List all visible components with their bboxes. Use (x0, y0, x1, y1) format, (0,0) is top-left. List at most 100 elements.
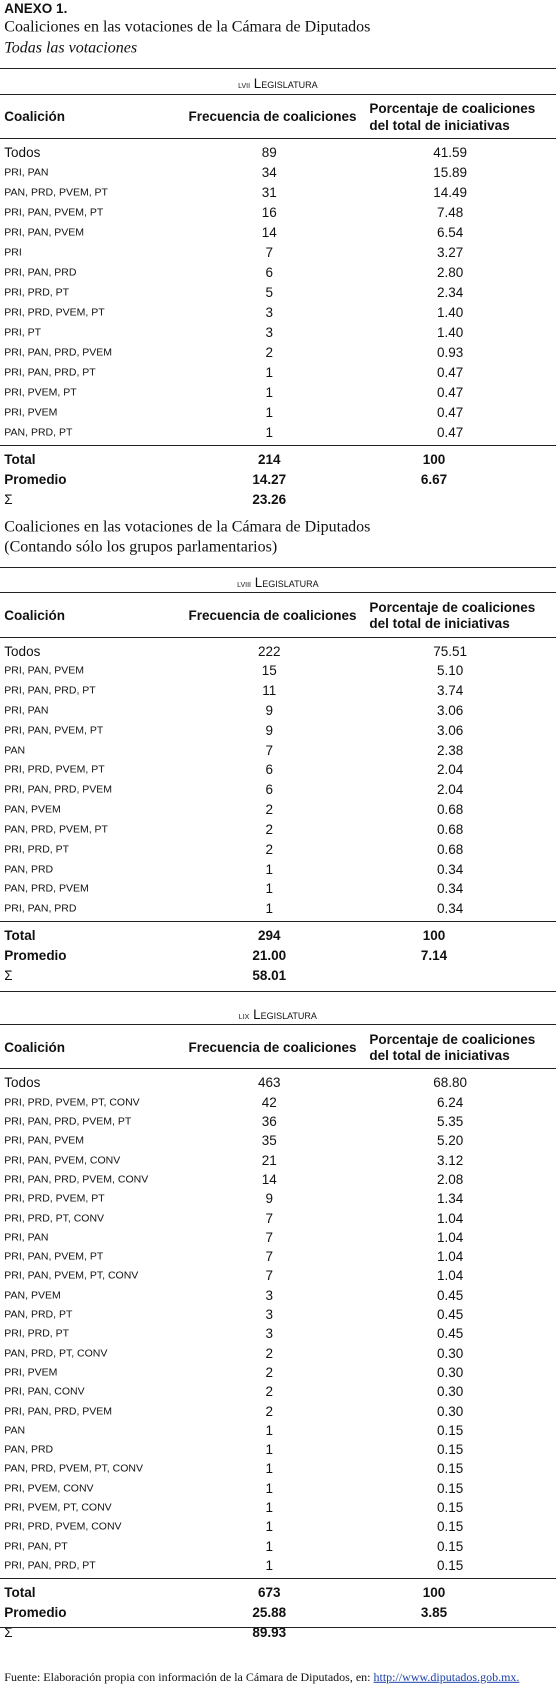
percentage: 0.34 (437, 861, 464, 877)
coalition: PRI, PRD, PT (4, 843, 70, 856)
summary-frequency: 214 (257, 451, 281, 467)
section-subtitle: Todas las votaciones (4, 39, 138, 57)
percentage: 1.34 (437, 1191, 464, 1207)
frequency: 463 (257, 1075, 281, 1091)
rule (0, 1024, 556, 1026)
percentage: 0.30 (437, 1384, 464, 1400)
percentage: 2.04 (437, 762, 464, 778)
rule (0, 1577, 556, 1579)
frequency: 1 (265, 881, 274, 897)
coalition: PRI, PRD, PVEM, PT, CONV (4, 1096, 140, 1109)
summary-frequency: 21.00 (252, 947, 287, 963)
coalition: PRI, PAN, PRD, PVEM, PT (4, 1115, 132, 1128)
percentage: 0.15 (437, 1538, 464, 1554)
percentage: 1.04 (437, 1229, 464, 1245)
coalition: PRI, PAN, PVEM, PT (4, 206, 104, 219)
coalition: PRI, PAN, PRD, PT (4, 684, 96, 697)
coalition: PRI, PAN, PVEM (4, 226, 85, 239)
frequency: 3 (265, 1287, 274, 1303)
frequency: 1 (265, 1538, 274, 1554)
frequency: 7 (265, 1249, 274, 1265)
percentage: 0.15 (437, 1480, 464, 1496)
frequency: 2 (265, 1345, 274, 1361)
column-header: Porcentaje de coaliciones del total de i… (369, 599, 536, 632)
percentage: 75.51 (433, 643, 468, 659)
coalition: PAN (4, 1424, 26, 1437)
coalition: PRI, PAN, PRD, PVEM (4, 1405, 113, 1418)
summary-label: Promedio (4, 947, 67, 963)
coalition: PAN, PRD, PVEM, PT (4, 823, 108, 836)
percentage: 0.47 (437, 404, 464, 420)
percentage: 0.68 (437, 802, 464, 818)
frequency: 6 (265, 264, 274, 280)
column-header: Frecuencia de coaliciones (188, 1039, 357, 1055)
percentage: 5.10 (437, 663, 464, 679)
coalition: PAN (4, 744, 26, 757)
frequency: 31 (261, 184, 277, 200)
percentage: 0.45 (437, 1306, 464, 1322)
coalition: PRI, PRD, PVEM, PT (4, 764, 105, 777)
percentage: 0.45 (437, 1287, 464, 1303)
summary-frequency: 673 (257, 1584, 281, 1600)
coalition: PRI, PAN (4, 1231, 49, 1244)
percentage: 2.80 (437, 264, 464, 280)
rule (0, 921, 556, 923)
percentage: 6.54 (437, 224, 464, 240)
percentage: 1.04 (437, 1268, 464, 1284)
coalition: PRI, PAN, PVEM, PT (4, 724, 104, 737)
percentage: 0.15 (437, 1557, 464, 1573)
percentage: 0.15 (437, 1422, 464, 1438)
section-title: Coaliciones en las votaciones de la Cáma… (4, 518, 371, 536)
frequency: 1 (265, 404, 274, 420)
frequency: 14 (261, 224, 277, 240)
percentage: 0.15 (437, 1442, 464, 1458)
legislature: lvii Legislatura (238, 75, 318, 91)
coalition: PAN, PRD, PVEM (4, 883, 89, 896)
coalition: PRI, PAN, PVEM, PT, CONV (4, 1270, 139, 1283)
rule (0, 444, 556, 446)
frequency: 2 (265, 821, 274, 837)
coalition: PRI, PAN, PRD, PT (4, 366, 96, 379)
coalition: PRI, PVEM (4, 406, 58, 419)
coalition: PAN, PRD (4, 1443, 54, 1456)
summary-label: Promedio (4, 471, 67, 487)
frequency: 9 (265, 722, 274, 738)
coalition: PRI, PRD, PVEM, PT (4, 306, 105, 319)
summary-percentage: 6.67 (420, 471, 448, 487)
percentage: 0.45 (437, 1326, 464, 1342)
coalition: PRI, PRD, PT, CONV (4, 1212, 105, 1225)
percentage: 2.38 (437, 742, 464, 758)
percentage: 0.47 (437, 424, 464, 440)
frequency: 2 (265, 841, 274, 857)
frequency: 1 (265, 424, 274, 440)
percentage: 0.15 (437, 1499, 464, 1515)
table-top-rule (0, 67, 556, 70)
source-link[interactable]: http://www.diputados.gob.mx. (373, 1669, 520, 1684)
percentage: 0.30 (437, 1345, 464, 1361)
percentage: 3.74 (437, 683, 464, 699)
percentage: 1.04 (437, 1249, 464, 1265)
rule (0, 93, 556, 95)
frequency: 1 (265, 1480, 274, 1496)
rule (0, 1068, 556, 1070)
summary-label: Σ (4, 491, 13, 507)
coalition: PRI, PAN, PRD (4, 266, 77, 279)
rule (0, 137, 556, 139)
percentage: 5.35 (437, 1113, 464, 1129)
coalition: Todos (4, 144, 41, 160)
legislature: lix Legislatura (238, 1006, 317, 1022)
frequency: 42 (261, 1094, 277, 1110)
source-note: Fuente: Elaboración propia con informaci… (4, 1669, 520, 1684)
frequency: 1 (265, 384, 274, 400)
frequency: 7 (265, 244, 274, 260)
summary-percentage: 100 (422, 1584, 446, 1600)
frequency: 15 (261, 663, 277, 679)
column-header: Porcentaje de coaliciones del total de i… (369, 1031, 536, 1063)
summary-frequency: 23.26 (252, 491, 287, 507)
coalition: PAN, PRD, PT (4, 1308, 73, 1321)
percentage: 0.68 (437, 841, 464, 857)
summary-label: Total (4, 451, 36, 467)
percentage: 2.08 (437, 1171, 464, 1187)
frequency: 9 (265, 1191, 274, 1207)
coalition: PRI, PAN, PVEM (4, 1135, 85, 1148)
